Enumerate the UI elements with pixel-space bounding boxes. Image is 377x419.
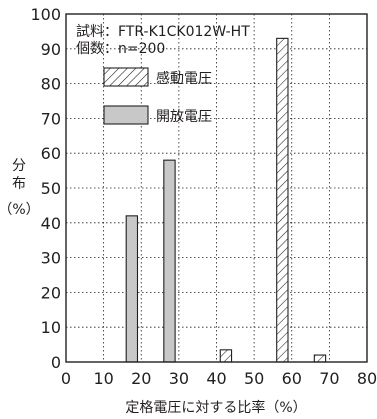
y-axis-title-line-2: 布 [12, 176, 26, 192]
x-tick-label: 70 [319, 369, 339, 388]
y-tick-label: 60 [41, 144, 61, 163]
x-tick-label: 0 [61, 369, 71, 388]
y-tick-label: 100 [30, 5, 61, 24]
y-axis-title-line-3: （%） [0, 202, 40, 218]
bar-dropout-voltage [163, 159, 176, 363]
bar-pickup-voltage [313, 354, 327, 363]
plot-frame [65, 13, 368, 363]
y-axis-title-line-1: 分 [12, 158, 26, 174]
y-tick-label: 40 [41, 214, 61, 233]
y-tick-label: 90 [41, 40, 61, 59]
y-tick-label: 20 [41, 283, 61, 302]
legend-label-pickup: 感動電圧 [156, 70, 212, 87]
y-tick-label: 70 [41, 109, 61, 128]
annotation: 試料：FTR-K1CK012W-HT 個数：n=200 [76, 24, 250, 57]
x-axis-title: 定格電圧に対する比率（%） [125, 399, 306, 416]
bar-pickup-voltage [276, 37, 289, 363]
legend-label-dropout: 開放電圧 [156, 109, 212, 125]
x-tick-label: 80 [357, 369, 377, 388]
y-tick-label: 30 [41, 249, 61, 268]
x-tick-label: 20 [131, 369, 151, 388]
x-tick-label: 10 [93, 369, 113, 388]
x-tick-label: 40 [206, 369, 226, 388]
x-tick-label: 60 [282, 369, 302, 388]
bar-dropout-voltage [125, 215, 139, 363]
annotation-line-sample: 試料：FTR-K1CK012W-HT [76, 24, 250, 40]
legend-swatch-dropout [103, 105, 149, 125]
x-tick-label: 30 [169, 369, 189, 388]
legend-swatch-pickup [103, 67, 149, 87]
y-axis-title: 分 布 （%） [0, 158, 40, 218]
annotation-line-count: 個数：n=200 [76, 41, 165, 57]
gridlines [66, 14, 367, 362]
legend: 感動電圧 開放電圧 [103, 67, 212, 125]
tick-labels: 0 10 20 30 40 50 60 70 80 0 10 20 30 40 50 60 70 80 90 100 [30, 5, 377, 388]
y-tick-label: 80 [41, 75, 61, 94]
y-tick-label: 10 [41, 318, 61, 337]
x-tick-label: 50 [244, 369, 264, 388]
bar-pickup-voltage [219, 349, 233, 363]
y-tick-label: 50 [41, 179, 61, 198]
y-tick-label: 0 [51, 353, 61, 372]
